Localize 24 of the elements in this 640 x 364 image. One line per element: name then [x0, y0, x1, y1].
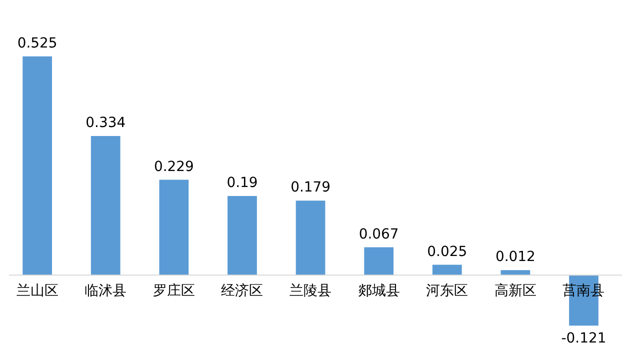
bar: [90, 136, 120, 276]
x-tick-label: 临沭县: [84, 283, 127, 300]
bar: [296, 200, 326, 276]
x-tick-label: 兰山区: [16, 283, 58, 300]
data-label: 0.525: [17, 35, 58, 52]
bar: [364, 247, 394, 276]
data-label: 0.334: [86, 115, 126, 132]
data-label: 0.025: [427, 244, 468, 260]
data-label: 0.067: [358, 226, 399, 242]
x-tick-label: 兰陵县: [290, 283, 332, 300]
data-label: -0.121: [561, 330, 606, 347]
x-tick-label: 郯城县: [358, 283, 400, 300]
x-tick-label: 经济区: [221, 283, 264, 300]
data-label: 0.19: [226, 175, 258, 192]
bar: [228, 196, 257, 276]
data-label: 0.012: [495, 249, 536, 266]
data-label: 0.179: [290, 180, 330, 196]
bar: [432, 264, 462, 276]
bar: [159, 180, 189, 276]
data-label: 0.229: [154, 158, 194, 175]
x-tick-label: 高新区: [494, 283, 536, 300]
bar: [22, 56, 52, 276]
x-tick-label: 罗庄区: [152, 283, 195, 300]
x-tick-label: 河东区: [426, 283, 468, 300]
